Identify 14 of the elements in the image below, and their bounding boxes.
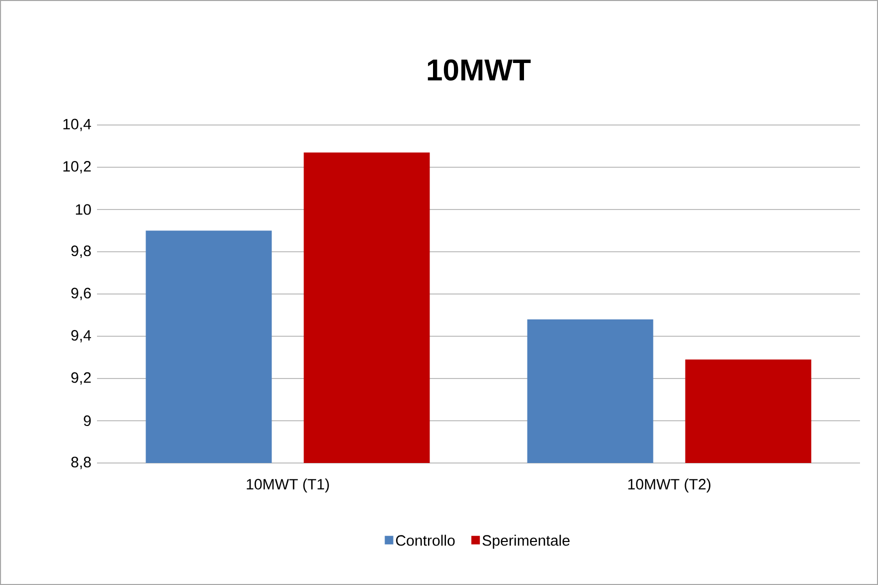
y-tick-label: 9 [84,415,91,426]
x-tick-label: 10MWT (T1) [246,478,329,492]
legend-label: Controllo [396,534,455,546]
y-tick-label: 8,8 [71,456,91,470]
y-tick-label: 10,4 [63,118,92,132]
y-tick-label: 10,2 [63,161,91,174]
chart-title: 10MWT [428,59,531,81]
y-tick-label: 9,6 [71,288,91,300]
x-tick-label: 10MWT (T2) [628,478,710,492]
y-tick-label: 9,4 [71,330,92,342]
y-tick-label: 9,8 [71,246,91,258]
y-tick-label: 10 [76,204,91,215]
y-tick-label: 9,2 [71,372,91,385]
legend-label: Sperimentale [482,534,570,549]
